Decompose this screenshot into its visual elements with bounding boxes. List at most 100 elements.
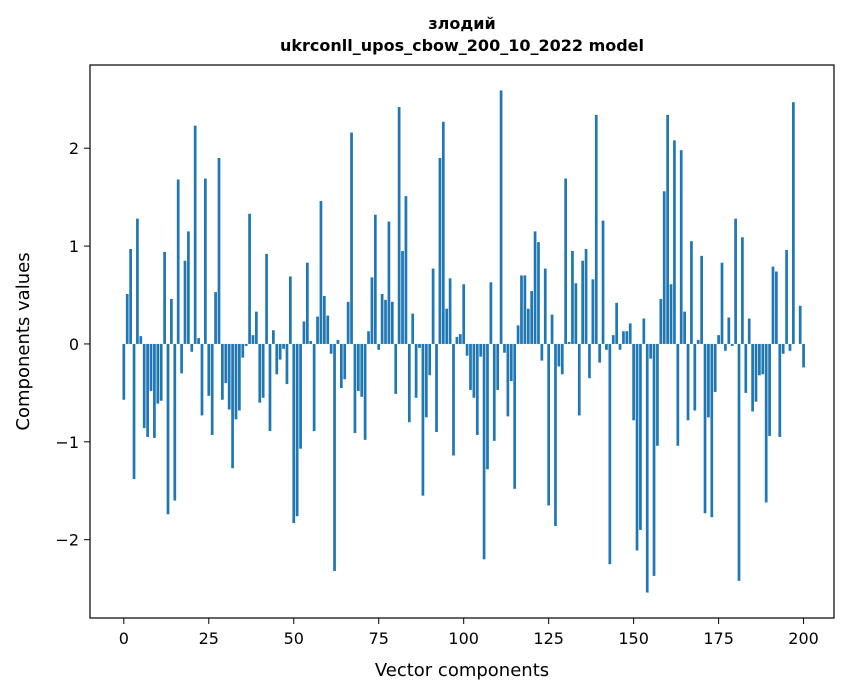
bar-29 (221, 343, 224, 400)
bar-83 (404, 196, 408, 344)
bar-27 (214, 292, 217, 344)
bar-110 (496, 343, 500, 390)
bar-95 (445, 308, 449, 344)
bar-58 (319, 201, 323, 344)
bar-57 (316, 316, 319, 344)
bar-168 (693, 343, 697, 411)
bar-60 (326, 315, 330, 344)
bar-141 (601, 220, 605, 344)
bar-175 (717, 335, 720, 344)
bar-3 (132, 343, 136, 480)
bar-157 (656, 343, 659, 446)
bar-19 (187, 231, 190, 344)
bar-21 (193, 125, 197, 344)
bar-24 (204, 178, 207, 344)
bar-8 (149, 343, 153, 391)
bar-94 (441, 121, 445, 344)
bar-14 (170, 298, 173, 344)
bar-1 (125, 294, 129, 344)
bar-74 (373, 214, 377, 344)
chart-subtitle: ukrconll_upos_cbow_200_10_2022 model (280, 36, 644, 55)
bar-152 (639, 343, 642, 530)
bar-143 (608, 343, 612, 565)
bar-188 (761, 343, 765, 375)
x-tick-label: 125 (533, 629, 564, 648)
bar-191 (771, 266, 775, 344)
bar-36 (244, 343, 248, 346)
bar-134 (577, 343, 581, 416)
bar-131 (567, 341, 571, 344)
bar-160 (666, 114, 669, 344)
bar-190 (768, 343, 771, 436)
bar-129 (560, 343, 564, 375)
bar-20 (190, 343, 194, 352)
bar-48 (285, 343, 289, 385)
bar-43 (268, 343, 272, 432)
bar-52 (299, 343, 302, 449)
bar-151 (635, 343, 639, 551)
bar-0 (122, 343, 126, 400)
bar-107 (486, 343, 489, 470)
bar-138 (591, 279, 595, 344)
bar-178 (727, 317, 731, 344)
bar-173 (710, 343, 714, 518)
bar-38 (251, 335, 255, 344)
x-tick-label: 150 (618, 629, 649, 648)
x-tick-label: 50 (284, 629, 304, 648)
bar-153 (642, 318, 646, 344)
bar-150 (632, 343, 635, 421)
bar-98 (455, 337, 459, 344)
x-tick-label: 200 (788, 629, 819, 648)
bar-39 (255, 311, 258, 344)
x-axis-ticks: 0 25 50 75 100 125 150 175 200 (119, 618, 819, 648)
bar-50 (292, 343, 296, 524)
bar-31 (227, 343, 231, 410)
bar-171 (703, 343, 707, 514)
bar-92 (435, 343, 438, 433)
bar-64 (339, 343, 343, 388)
bar-96 (448, 278, 452, 344)
bar-137 (588, 343, 591, 379)
bars-group (122, 90, 805, 593)
bar-118 (523, 275, 527, 344)
bar-85 (411, 313, 415, 344)
bar-73 (370, 277, 374, 344)
bar-183 (744, 343, 748, 393)
bar-71 (363, 343, 367, 440)
bar-113 (506, 343, 510, 417)
bar-34 (238, 343, 241, 411)
bar-37 (248, 213, 251, 344)
bar-62 (333, 343, 336, 572)
y-tick-label: −1 (55, 433, 79, 452)
bar-193 (778, 343, 782, 437)
y-tick-label: 1 (69, 237, 79, 256)
bar-185 (751, 343, 754, 412)
bar-88 (421, 343, 425, 496)
bar-76 (380, 294, 384, 344)
bar-100 (462, 284, 466, 344)
bar-90 (428, 343, 432, 376)
bar-16 (176, 179, 180, 344)
bar-196 (788, 343, 792, 351)
chart-title: злодий (428, 14, 495, 33)
bar-53 (302, 321, 306, 344)
bar-13 (166, 343, 170, 515)
bar-59 (322, 295, 326, 344)
bar-189 (764, 343, 768, 503)
bar-149 (628, 323, 632, 344)
bar-26 (210, 343, 214, 435)
bar-117 (520, 275, 523, 344)
bar-136 (584, 249, 588, 344)
bar-4 (136, 218, 139, 344)
bar-10 (156, 343, 160, 404)
y-tick-label: 2 (69, 139, 79, 158)
bar-67 (350, 132, 353, 344)
bar-159 (662, 191, 666, 344)
x-tick-label: 175 (703, 629, 734, 648)
bar-122 (537, 242, 540, 344)
bar-99 (458, 334, 462, 344)
bar-111 (499, 90, 503, 344)
bar-103 (472, 343, 476, 398)
bar-7 (146, 343, 149, 437)
bar-25 (207, 343, 211, 396)
